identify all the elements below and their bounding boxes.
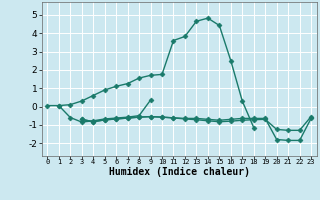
X-axis label: Humidex (Indice chaleur): Humidex (Indice chaleur) [109,167,250,177]
